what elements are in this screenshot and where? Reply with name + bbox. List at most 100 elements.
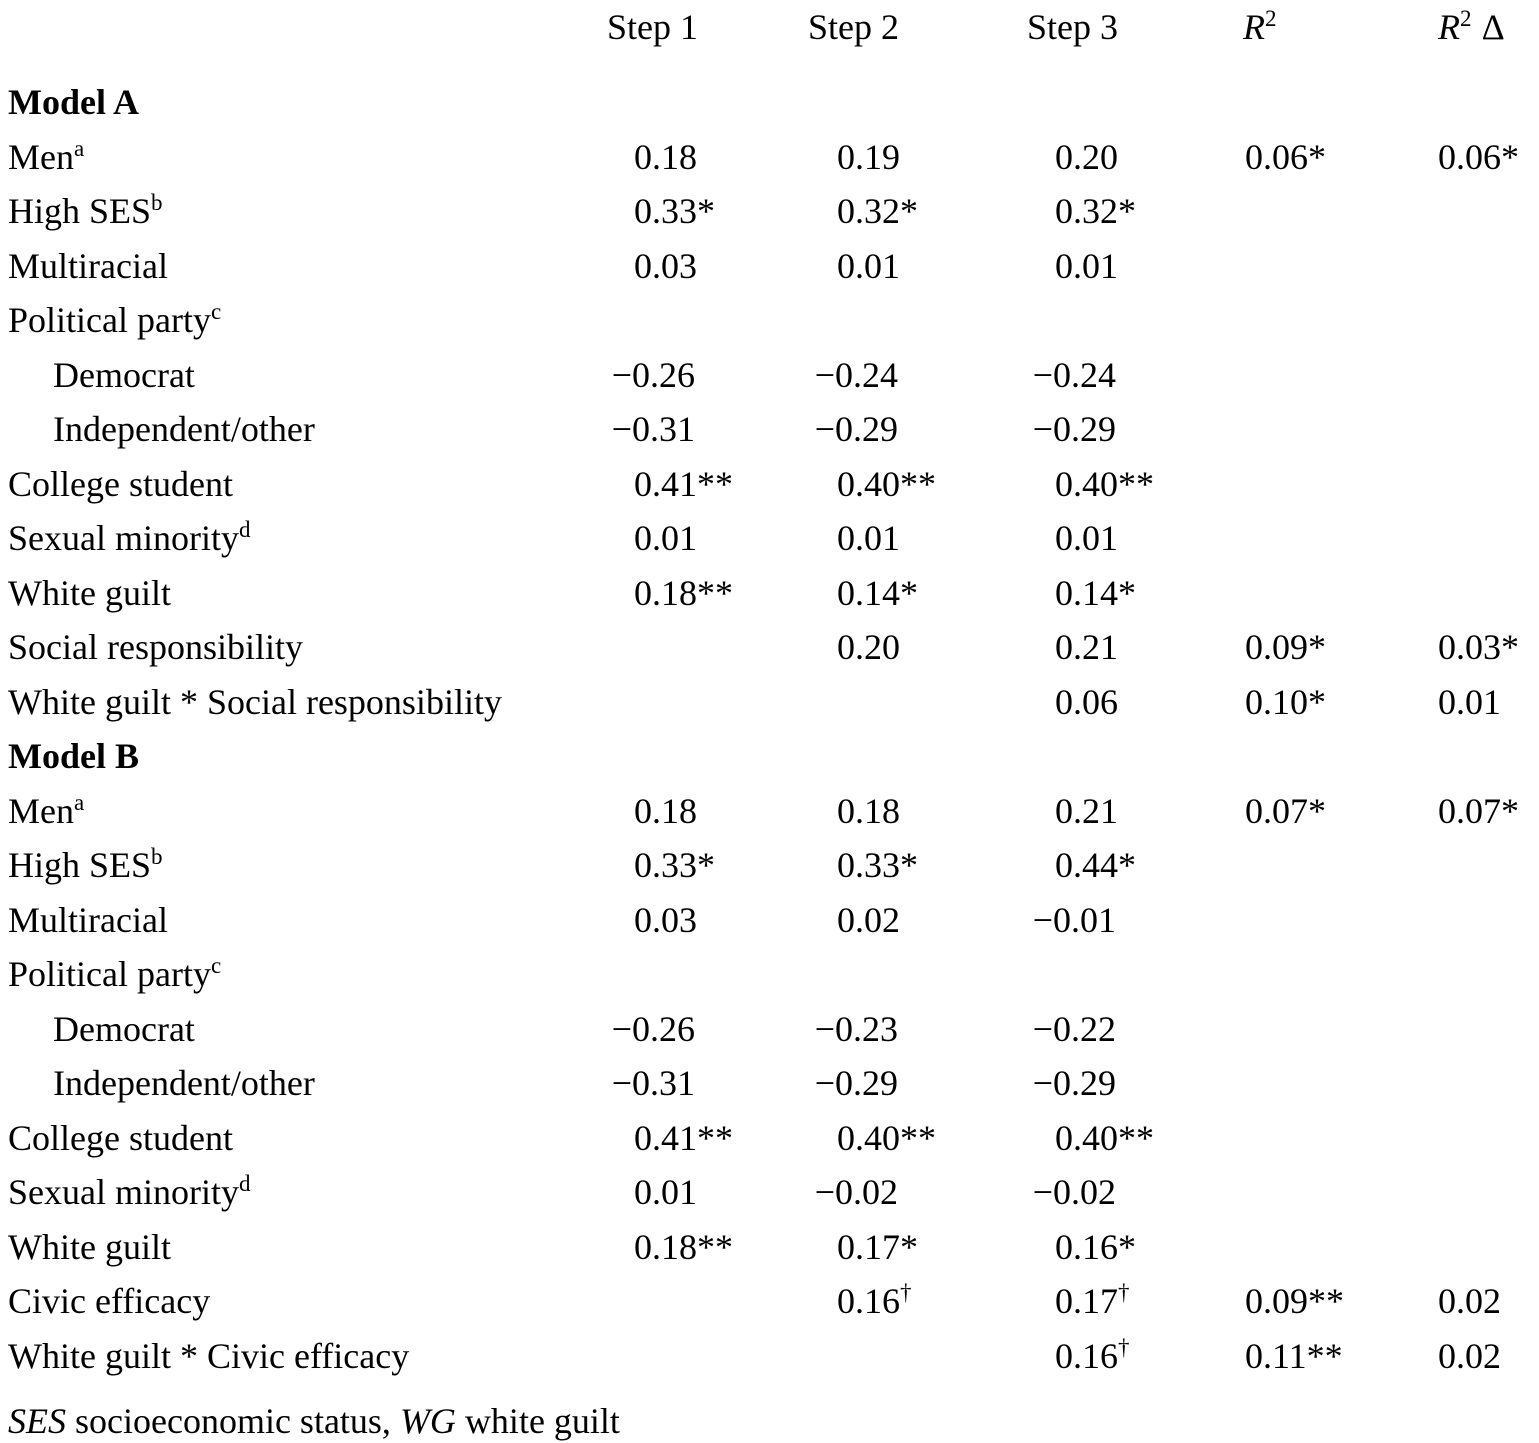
cell-step-1: 0.41**: [607, 1111, 808, 1166]
cell-value: 0.33*: [634, 845, 715, 885]
cell-r2-delta: 0.02: [1438, 1329, 1539, 1384]
cell-step-1: 0.18**: [607, 566, 808, 621]
column-header-r2: R2: [1243, 0, 1438, 54]
text-segment: SES: [8, 1401, 66, 1441]
table-row: College student 0.41** 0.40** 0.40**: [0, 1111, 1539, 1166]
row-label: Multiracial: [0, 239, 607, 294]
cell-value: −0.24: [1032, 354, 1116, 395]
cell-value: −0.22: [1032, 1008, 1116, 1049]
cell-value: 0.18**: [634, 1226, 733, 1267]
cell-value: 0.01: [1438, 681, 1501, 722]
text-segment: White guilt: [8, 1226, 171, 1267]
cell-value: −0.01: [1032, 899, 1116, 940]
row-label: Political partyc: [0, 293, 607, 348]
cell-value: 0.18: [634, 790, 697, 831]
row-label: White guilt: [0, 1220, 607, 1275]
cell-step-3: 0.32*: [1027, 184, 1243, 239]
text-segment: High SES: [8, 191, 152, 231]
text-segment: Independent/other: [53, 1063, 315, 1103]
cell-step-1: 0.01: [607, 1165, 808, 1220]
table-row: Independent/other −0.31 −0.29 −0.29: [0, 402, 1539, 457]
cell-value: −0.02: [814, 1172, 898, 1212]
row-label: Model A: [0, 75, 607, 130]
table-row: Political partyc: [0, 947, 1539, 1002]
text-segment: Model B: [8, 736, 139, 776]
cell-value: 0.32*: [1055, 191, 1136, 231]
cell-value: 0.01: [1055, 245, 1118, 286]
cell-step-1: 0.18**: [607, 1220, 808, 1275]
cell-value: 0.41**: [634, 1117, 733, 1158]
cell-value: 0.18: [634, 136, 697, 177]
row-label: Sexual minorityd: [0, 1165, 607, 1220]
row-label: High SESb: [0, 838, 607, 893]
cell-step-1: 0.01: [607, 511, 808, 566]
cell-r2: 0.09*: [1243, 620, 1438, 675]
table-header-row: Step 1 Step 2 Step 3 R2 R2 Δ: [0, 0, 1539, 54]
cell-step-3: 0.44*: [1027, 838, 1243, 893]
column-header-r2-delta: R2 Δ: [1438, 0, 1539, 54]
cell-value: 0.06*: [1245, 136, 1326, 177]
row-label: College student: [0, 1111, 607, 1166]
table-body: Model A Mena 0.18 0.19 0.20 0.06* 0.06* High SE…: [0, 75, 1539, 1383]
cell-value: 0.14*: [1055, 572, 1136, 613]
cell-value: −0.31: [611, 409, 695, 449]
column-header-step-1: Step 1: [607, 0, 808, 54]
text-segment: d: [238, 1170, 251, 1196]
dagger-marker: †: [1118, 1279, 1130, 1305]
text-segment: Men: [8, 790, 74, 831]
cell-step-3: 0.14*: [1027, 566, 1243, 621]
cell-step-1: 0.18: [607, 784, 808, 839]
table-row: Multiracial 0.03 0.02 −0.01: [0, 893, 1539, 948]
cell-r2-delta: 0.02: [1438, 1274, 1539, 1329]
cell-value: 0.44*: [1055, 845, 1136, 885]
cell-step-3: −0.29: [1027, 402, 1243, 457]
cell-value: 0.17†: [1055, 1279, 1130, 1321]
cell-step-2: 0.40**: [808, 1111, 1027, 1166]
cell-step-3: 0.40**: [1027, 457, 1243, 512]
cell-value: 0.40**: [1055, 463, 1154, 504]
text-segment: Model A: [8, 82, 139, 122]
cell-step-2: 0.19: [808, 130, 1027, 185]
cell-step-2: −0.29: [808, 402, 1027, 457]
cell-value: 0.17*: [837, 1226, 918, 1267]
cell-step-1: −0.31: [607, 1056, 808, 1111]
row-label: Democrat: [0, 348, 607, 403]
cell-step-2: −0.02: [808, 1165, 1027, 1220]
text-segment: White guilt: [8, 572, 171, 613]
table-row: Sexual minorityd 0.01 0.01 0.01: [0, 511, 1539, 566]
row-label: College student: [0, 457, 607, 512]
cell-step-2: 0.01: [808, 511, 1027, 566]
text-segment: Sexual minority: [8, 1172, 239, 1212]
text-segment: R: [1243, 7, 1265, 47]
cell-value: 0.33*: [634, 191, 715, 231]
cell-step-2: 0.18: [808, 784, 1027, 839]
row-label: Independent/other: [0, 402, 607, 457]
text-segment: Political party: [8, 954, 211, 994]
cell-value: 0.19: [837, 136, 900, 177]
table-row: Political partyc: [0, 293, 1539, 348]
table-row: Democrat −0.26 −0.24 −0.24: [0, 348, 1539, 403]
table-row: Independent/other −0.31 −0.29 −0.29: [0, 1056, 1539, 1111]
table-footnote: SES socioeconomic status, WG white guilt: [8, 1398, 620, 1443]
cell-step-3: 0.21: [1027, 784, 1243, 839]
cell-step-1: 0.33*: [607, 184, 808, 239]
row-label: Multiracial: [0, 893, 607, 948]
text-segment: 2: [1460, 5, 1472, 31]
text-segment: d: [238, 516, 251, 542]
text-segment: Step 1: [607, 7, 699, 47]
cell-step-1: −0.31: [607, 402, 808, 457]
cell-value: 0.02: [1438, 1335, 1501, 1376]
cell-r2: 0.11**: [1243, 1329, 1438, 1384]
text-segment: Independent/other: [53, 409, 315, 449]
cell-r2: 0.06*: [1243, 130, 1438, 185]
text-segment: R: [1438, 7, 1460, 47]
text-segment: a: [74, 788, 85, 815]
cell-step-3: 0.21: [1027, 620, 1243, 675]
cell-r2-delta: 0.01: [1438, 675, 1539, 730]
text-segment: Sexual minority: [8, 518, 239, 558]
cell-value: 0.20: [837, 627, 900, 667]
section-header-row: Model B: [0, 729, 1539, 784]
cell-value: 0.16*: [1055, 1226, 1136, 1267]
row-label: Mena: [0, 784, 607, 839]
